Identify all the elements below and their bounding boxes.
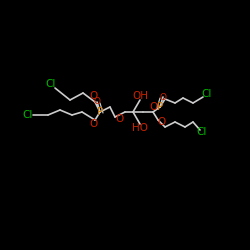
Text: O: O [94, 98, 100, 106]
Text: O: O [89, 119, 97, 129]
Text: OH: OH [132, 91, 148, 101]
Text: O: O [158, 117, 166, 127]
Text: O: O [89, 91, 97, 101]
Text: P: P [97, 107, 103, 117]
Text: Cl: Cl [46, 79, 56, 89]
Text: O: O [149, 102, 157, 112]
Text: P: P [157, 102, 163, 112]
Text: Cl: Cl [23, 110, 33, 120]
Text: Cl: Cl [202, 89, 212, 99]
Text: O: O [160, 92, 166, 102]
Text: Cl: Cl [197, 127, 207, 137]
Text: HO: HO [132, 123, 148, 133]
Text: O: O [115, 114, 123, 124]
